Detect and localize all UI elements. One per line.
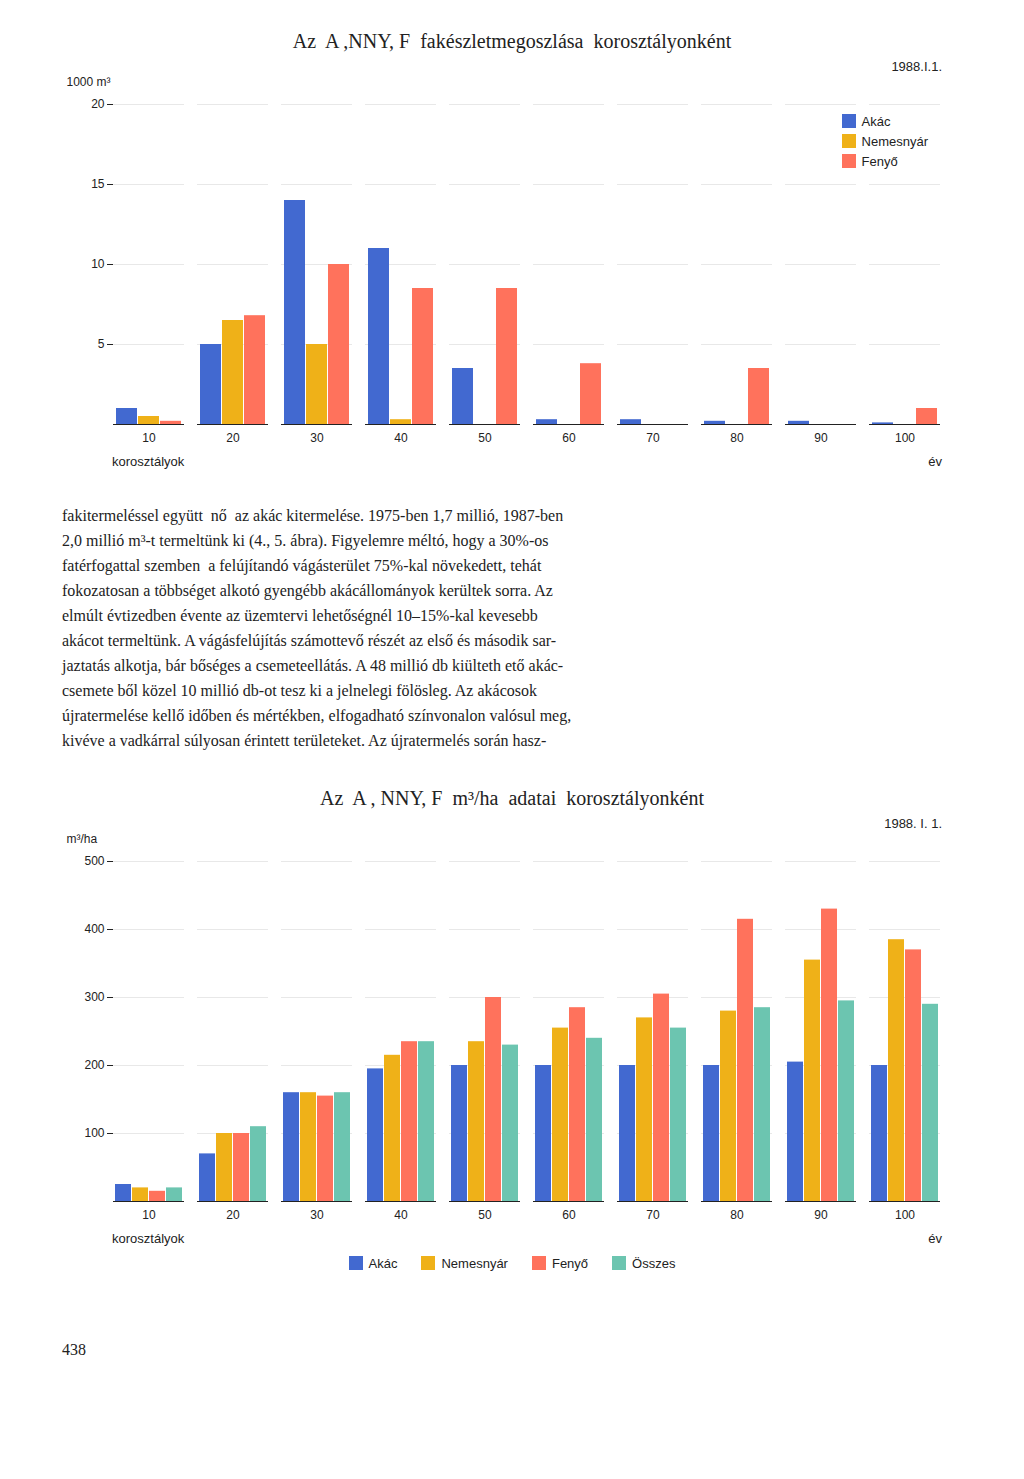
html-text:fatérfogattal szemben a felújí: fatérfogattal szemben a felújítandó vágá… xyxy=(62,557,542,574)
html-text:1988. I. 1.: 1988. I. 1. xyxy=(884,816,942,831)
html-text:Az A ,NNY, F fakészletmegoszlá: Az A ,NNY, F fakészletmegoszlása koroszt… xyxy=(292,30,732,52)
html-text:év: év xyxy=(928,454,942,469)
html-text:Akác: Akác xyxy=(368,1256,398,1271)
svg-text:1000 m³: 1000 m³ xyxy=(67,75,111,89)
html-text:Az A , NNY, F m³/ha adatai kor: Az A , NNY, F m³/ha adatai korosztályonk… xyxy=(320,787,704,809)
svg-text:80: 80 xyxy=(730,431,744,445)
svg-text:100: 100 xyxy=(895,431,915,445)
html-text:1988.I.1.: 1988.I.1. xyxy=(891,59,942,74)
svg-text:100: 100 xyxy=(895,1208,915,1222)
html-text:csemete ből közel 10 millió db: csemete ből közel 10 millió db-ot tesz k… xyxy=(62,682,537,699)
html-text:Akác: Akác xyxy=(861,114,891,129)
svg-text:90: 90 xyxy=(814,1208,828,1222)
html-text:Fenyő: Fenyő xyxy=(551,1256,589,1271)
svg-text:30: 30 xyxy=(310,431,324,445)
svg-text:20: 20 xyxy=(91,97,105,111)
svg-text:15: 15 xyxy=(91,177,105,191)
svg-text:70: 70 xyxy=(646,1208,660,1222)
html-text:fokozatosan a többséget alkotó: fokozatosan a többséget alkotó gyengébb … xyxy=(62,582,553,599)
html-text:akácot termeltünk. A vágásfelú: akácot termeltünk. A vágásfelújítás szám… xyxy=(62,632,557,649)
svg-text:90: 90 xyxy=(814,431,828,445)
html-text:jaztatás alkotja, bár bőséges: jaztatás alkotja, bár bőséges a csemetee… xyxy=(62,657,564,674)
svg-text:10: 10 xyxy=(91,257,105,271)
svg-text:60: 60 xyxy=(562,1208,576,1222)
svg-text:50: 50 xyxy=(478,431,492,445)
html-text:Összes: Összes xyxy=(632,1256,676,1271)
svg-text:400: 400 xyxy=(84,922,104,936)
svg-text:40: 40 xyxy=(394,431,408,445)
svg-text:100: 100 xyxy=(84,1126,104,1140)
html-text:2,0 millió m³-t termeltünk ki: 2,0 millió m³-t termeltünk ki (4., 5. áb… xyxy=(62,532,549,549)
html-text:korosztályok: korosztályok xyxy=(112,454,185,469)
html-text:fakitermeléssel együtt nő az a: fakitermeléssel együtt nő az akác kiterm… xyxy=(62,507,564,524)
html-text:438: 438 xyxy=(62,1341,86,1358)
html-text:Fenyő: Fenyő xyxy=(861,154,898,169)
svg-text:70: 70 xyxy=(646,431,660,445)
svg-text:20: 20 xyxy=(226,1208,240,1222)
svg-text:10: 10 xyxy=(142,431,156,445)
svg-text:5: 5 xyxy=(98,337,105,351)
svg-text:20: 20 xyxy=(226,431,240,445)
svg-text:80: 80 xyxy=(730,1208,744,1222)
html-text:Nemesnyár: Nemesnyár xyxy=(861,134,928,149)
html-text:év: év xyxy=(928,1231,942,1246)
svg-text:50: 50 xyxy=(478,1208,492,1222)
html-text:korosztályok: korosztályok xyxy=(112,1231,185,1246)
html-text:elmúlt évtizedben évente az üz: elmúlt évtizedben évente az üzemtervi le… xyxy=(62,607,538,624)
svg-text:300: 300 xyxy=(84,990,104,1004)
svg-text:10: 10 xyxy=(142,1208,156,1222)
svg-text:60: 60 xyxy=(562,431,576,445)
svg-text:m³/ha: m³/ha xyxy=(67,832,98,846)
svg-text:500: 500 xyxy=(84,854,104,868)
html-text:Nemesnyár: Nemesnyár xyxy=(441,1256,508,1271)
html-text:kivéve a vadkárral súlyosan ér: kivéve a vadkárral súlyosan érintett ter… xyxy=(62,732,547,749)
svg-text:40: 40 xyxy=(394,1208,408,1222)
svg-text:30: 30 xyxy=(310,1208,324,1222)
html-text:újratermelése kellő időben és: újratermelése kellő időben és mértékben,… xyxy=(62,707,572,724)
svg-text:200: 200 xyxy=(84,1058,104,1072)
